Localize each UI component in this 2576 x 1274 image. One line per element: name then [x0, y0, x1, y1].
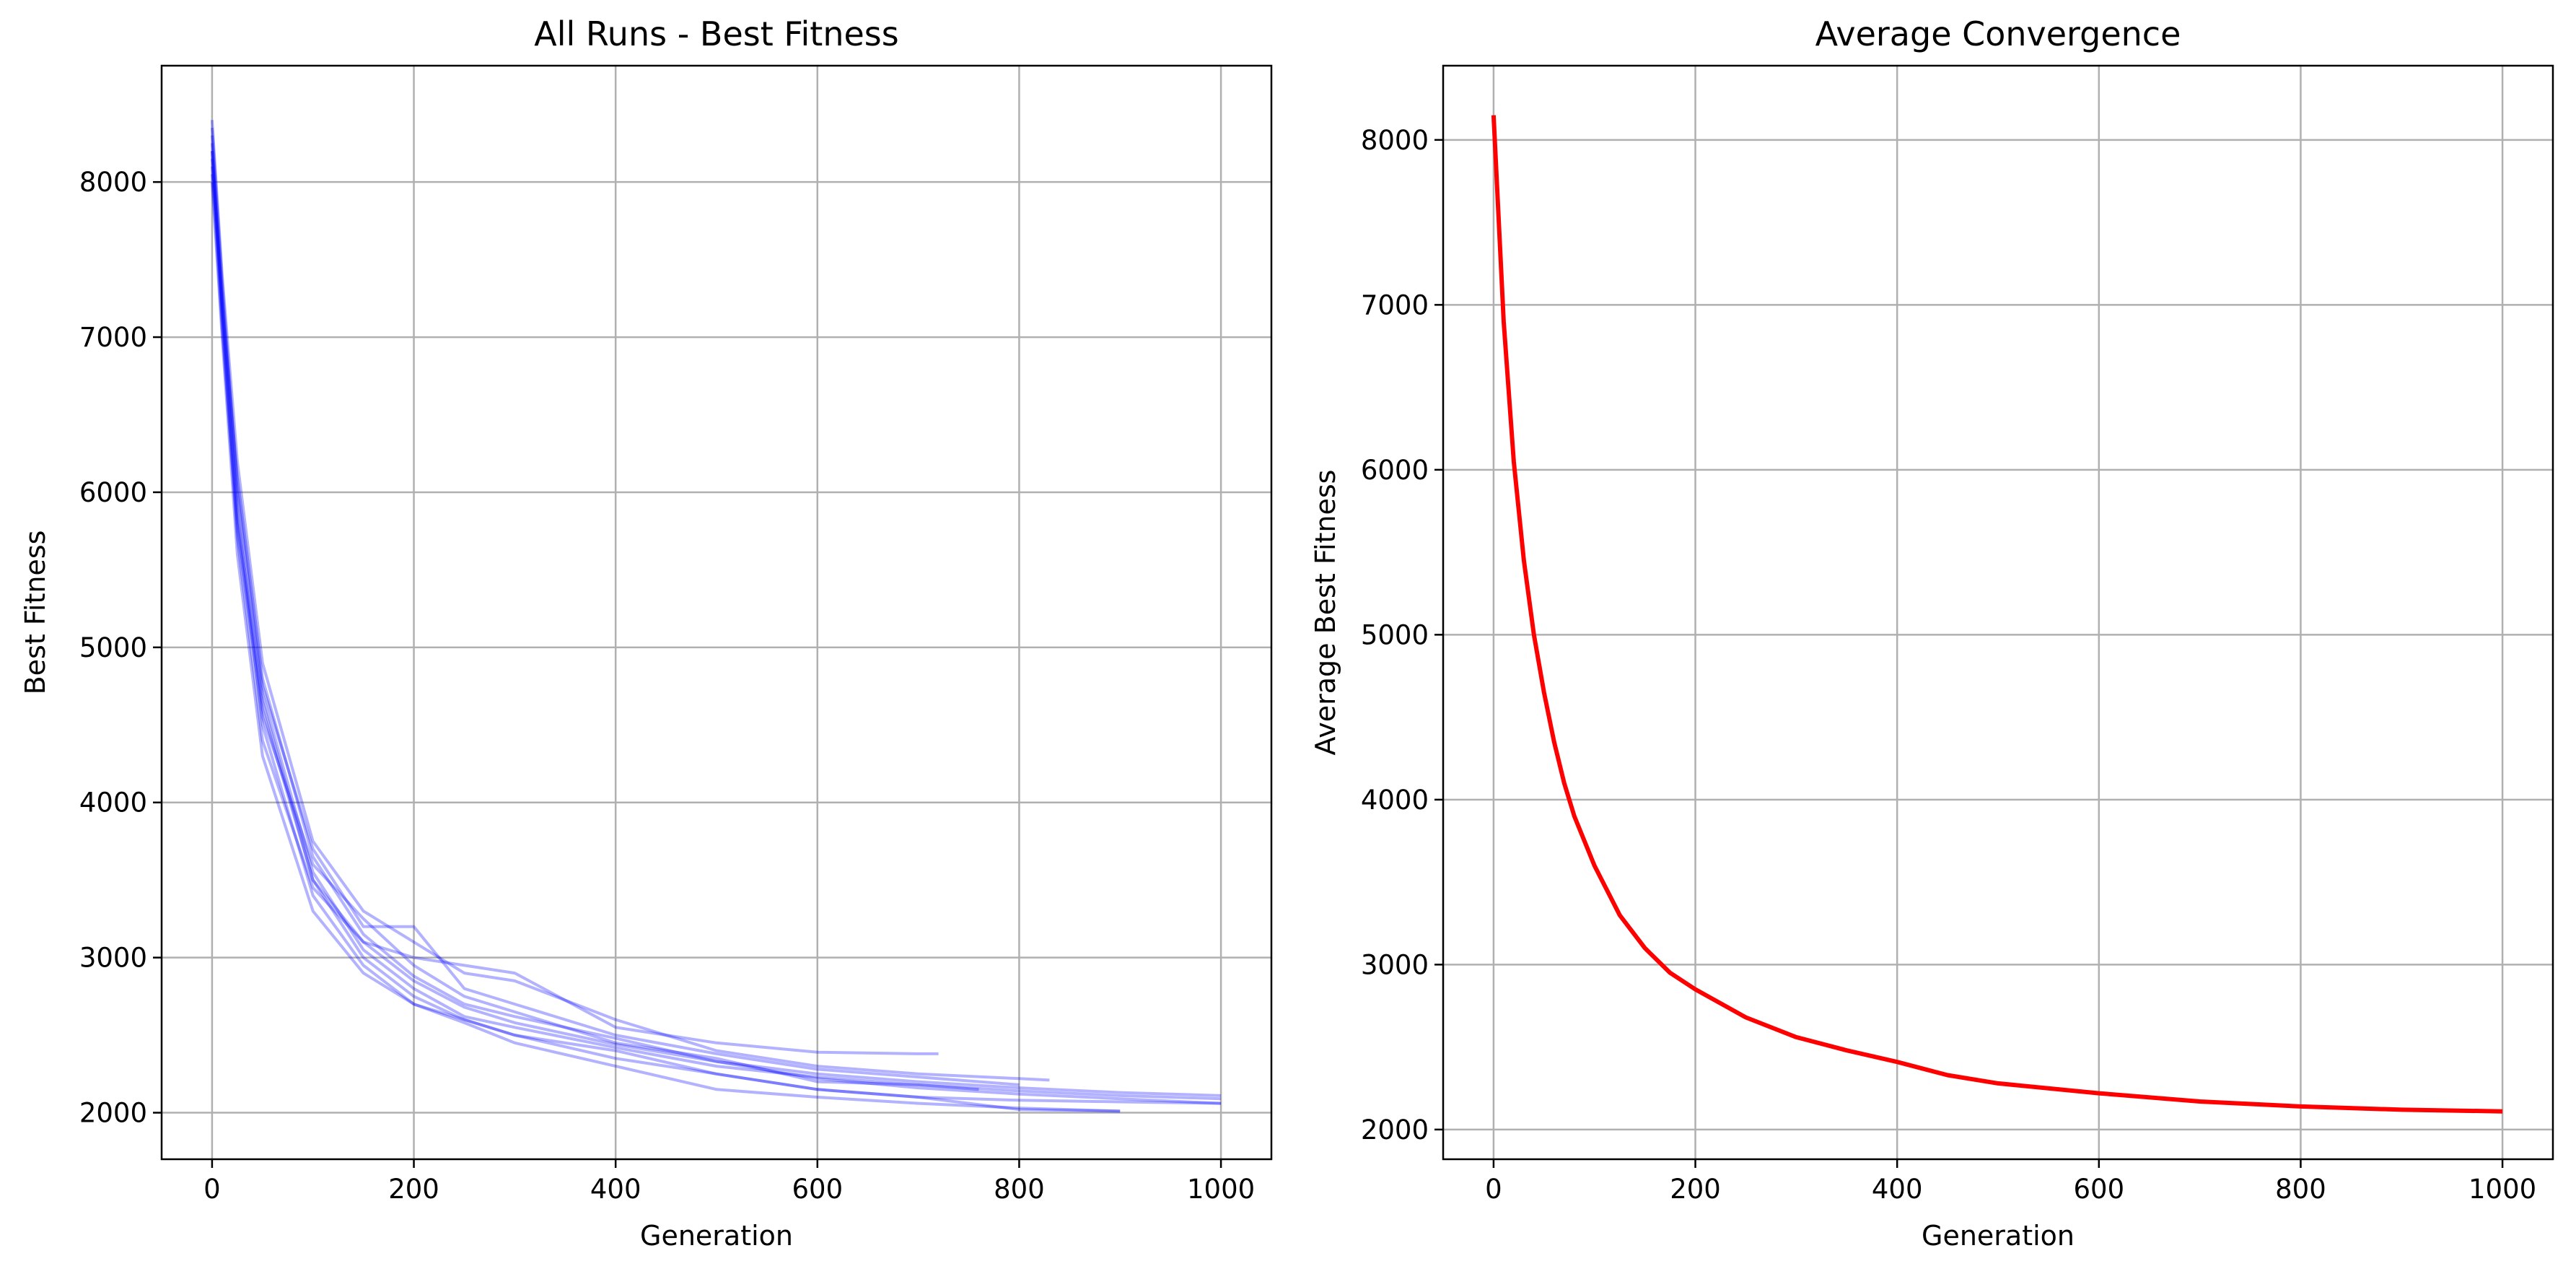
y-tick-label: 7000: [79, 322, 147, 353]
series-line-0: [1491, 115, 2503, 1114]
x-tick-label: 400: [590, 1174, 641, 1205]
series-line-3: [210, 151, 1121, 1113]
data-lines: [210, 120, 1222, 1113]
axes-frame: [160, 64, 1273, 1161]
x-tick-label: 1000: [1187, 1174, 1255, 1205]
x-tick-label: 600: [2074, 1174, 2125, 1205]
x-tick-label: 800: [994, 1174, 1045, 1205]
series-line-2: [210, 143, 1222, 1105]
y-tick-label: 6000: [1361, 455, 1429, 486]
y-tick-label: 2000: [79, 1098, 147, 1129]
chart-title: All Runs - Best Fitness: [534, 14, 898, 53]
data-lines: [1491, 115, 2503, 1114]
x-tick-label: 400: [1872, 1174, 1923, 1205]
y-tick-label: 6000: [79, 477, 147, 508]
x-tick-label: 600: [792, 1174, 844, 1205]
series-line-0: [210, 166, 1222, 1097]
series-line-7: [210, 127, 1020, 1086]
y-tick-label: 4000: [79, 787, 147, 819]
x-tick-label: 0: [203, 1174, 221, 1205]
y-tick-label: 5000: [1361, 619, 1429, 650]
y-tick-label: 3000: [79, 943, 147, 974]
y-tick-label: 8000: [79, 167, 147, 198]
x-axis-label: Generation: [1922, 1220, 2075, 1252]
series-line-1: [210, 135, 1222, 1101]
tick-marks: 0 200 400 600 800 1000 2000 3000 4000 5000 6000 700…: [79, 167, 1255, 1205]
series-line-8: [210, 174, 979, 1091]
series-line-4: [210, 120, 1050, 1082]
grid-lines: [162, 66, 1271, 1159]
series-line-6: [210, 182, 1121, 1113]
chart-all-runs: 0 200 400 600 800 1000 2000 3000 4000 5000 6000 700…: [19, 14, 1273, 1252]
x-tick-label: 1000: [2468, 1174, 2536, 1205]
y-tick-label: 4000: [1361, 785, 1429, 816]
chart-average-convergence: 0 200 400 600 800 1000 2000 3000 4000 5000 6000 700…: [1310, 14, 2554, 1252]
y-axis-label: Best Fitness: [19, 531, 51, 695]
series-line-9: [210, 151, 1222, 1105]
y-axis-label: Average Best Fitness: [1310, 470, 1341, 756]
grid-lines: [1443, 66, 2553, 1159]
y-tick-label: 5000: [79, 632, 147, 663]
x-tick-label: 200: [388, 1174, 439, 1205]
x-axis-label: Generation: [640, 1220, 793, 1252]
tick-marks: 0 200 400 600 800 1000 2000 3000 4000 5000 6000 700…: [1361, 125, 2536, 1205]
x-tick-label: 200: [1670, 1174, 1721, 1205]
y-tick-label: 3000: [1361, 949, 1429, 980]
x-tick-label: 800: [2275, 1174, 2326, 1205]
series-line-5: [210, 158, 939, 1055]
chart-title: Average Convergence: [1815, 14, 2181, 53]
y-tick-label: 7000: [1361, 289, 1429, 320]
y-tick-label: 8000: [1361, 125, 1429, 156]
axes-frame: [1442, 64, 2554, 1161]
y-tick-label: 2000: [1361, 1114, 1429, 1146]
x-tick-label: 0: [1485, 1174, 1502, 1205]
